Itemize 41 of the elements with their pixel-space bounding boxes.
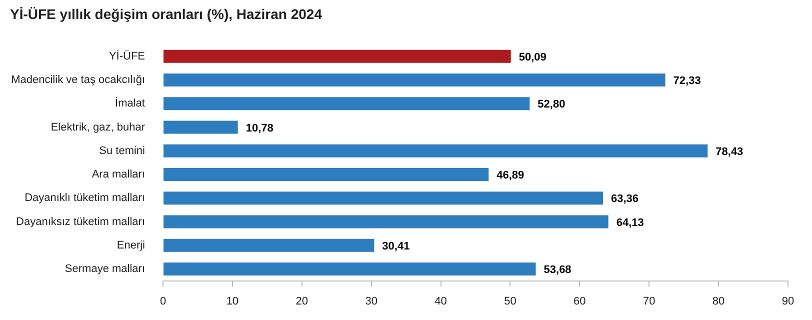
- data-label: 78,43: [716, 146, 744, 158]
- y-tick-label: Su temini: [99, 144, 145, 157]
- data-label: 64,13: [616, 216, 644, 229]
- y-tick-label: Elektrik, gaz, buhar: [50, 121, 146, 134]
- bar: [164, 50, 511, 63]
- y-tick-label: Sermaye malları: [64, 263, 145, 276]
- bar: [164, 144, 708, 158]
- data-label: 30,41: [382, 240, 410, 252]
- bar: [164, 97, 530, 110]
- data-label: 10,78: [246, 122, 274, 134]
- x-tick-label: 60: [574, 295, 586, 308]
- bar: [164, 215, 608, 228]
- y-tick-label: Madencilik ve taş ocakcılığı: [11, 74, 145, 86]
- x-tick-label: 10: [226, 295, 239, 308]
- bar: [164, 120, 238, 134]
- chart-title: Yİ-ÜFE yıllık değişim oranları (%), Haziran 2024: [10, 6, 322, 22]
- y-tick-label: Yİ-ÜFE: [108, 49, 145, 62]
- data-label: 72,33: [673, 75, 701, 88]
- x-tick-label: 90: [782, 295, 794, 308]
- bar: [164, 192, 603, 205]
- y-tick-label: Ara malları: [92, 168, 145, 181]
- data-label: 46,89: [496, 170, 524, 182]
- x-tick-label: 70: [642, 295, 656, 308]
- bar: [164, 238, 374, 252]
- bar: [164, 74, 666, 87]
- y-tick-label: Dayanıklı tüketim malları: [24, 192, 145, 204]
- data-label: 63,36: [611, 193, 639, 206]
- x-tick-label: 40: [434, 295, 447, 308]
- x-tick-label: 20: [296, 295, 308, 308]
- y-tick-label: İmalat: [115, 96, 145, 110]
- y-tick-label: Dayanıksız tüketim malları: [16, 216, 145, 228]
- data-label: 50,09: [518, 51, 546, 64]
- x-tick-label: 30: [365, 295, 378, 308]
- bar: [164, 168, 489, 182]
- x-tick-label: 50: [504, 295, 516, 308]
- y-tick-label: Enerji: [116, 239, 145, 252]
- x-tick-label: 80: [712, 295, 725, 308]
- data-label: 52,80: [538, 98, 566, 111]
- data-label: 53,68: [544, 264, 572, 276]
- bar: [164, 262, 536, 276]
- x-tick-label: 0: [160, 295, 166, 308]
